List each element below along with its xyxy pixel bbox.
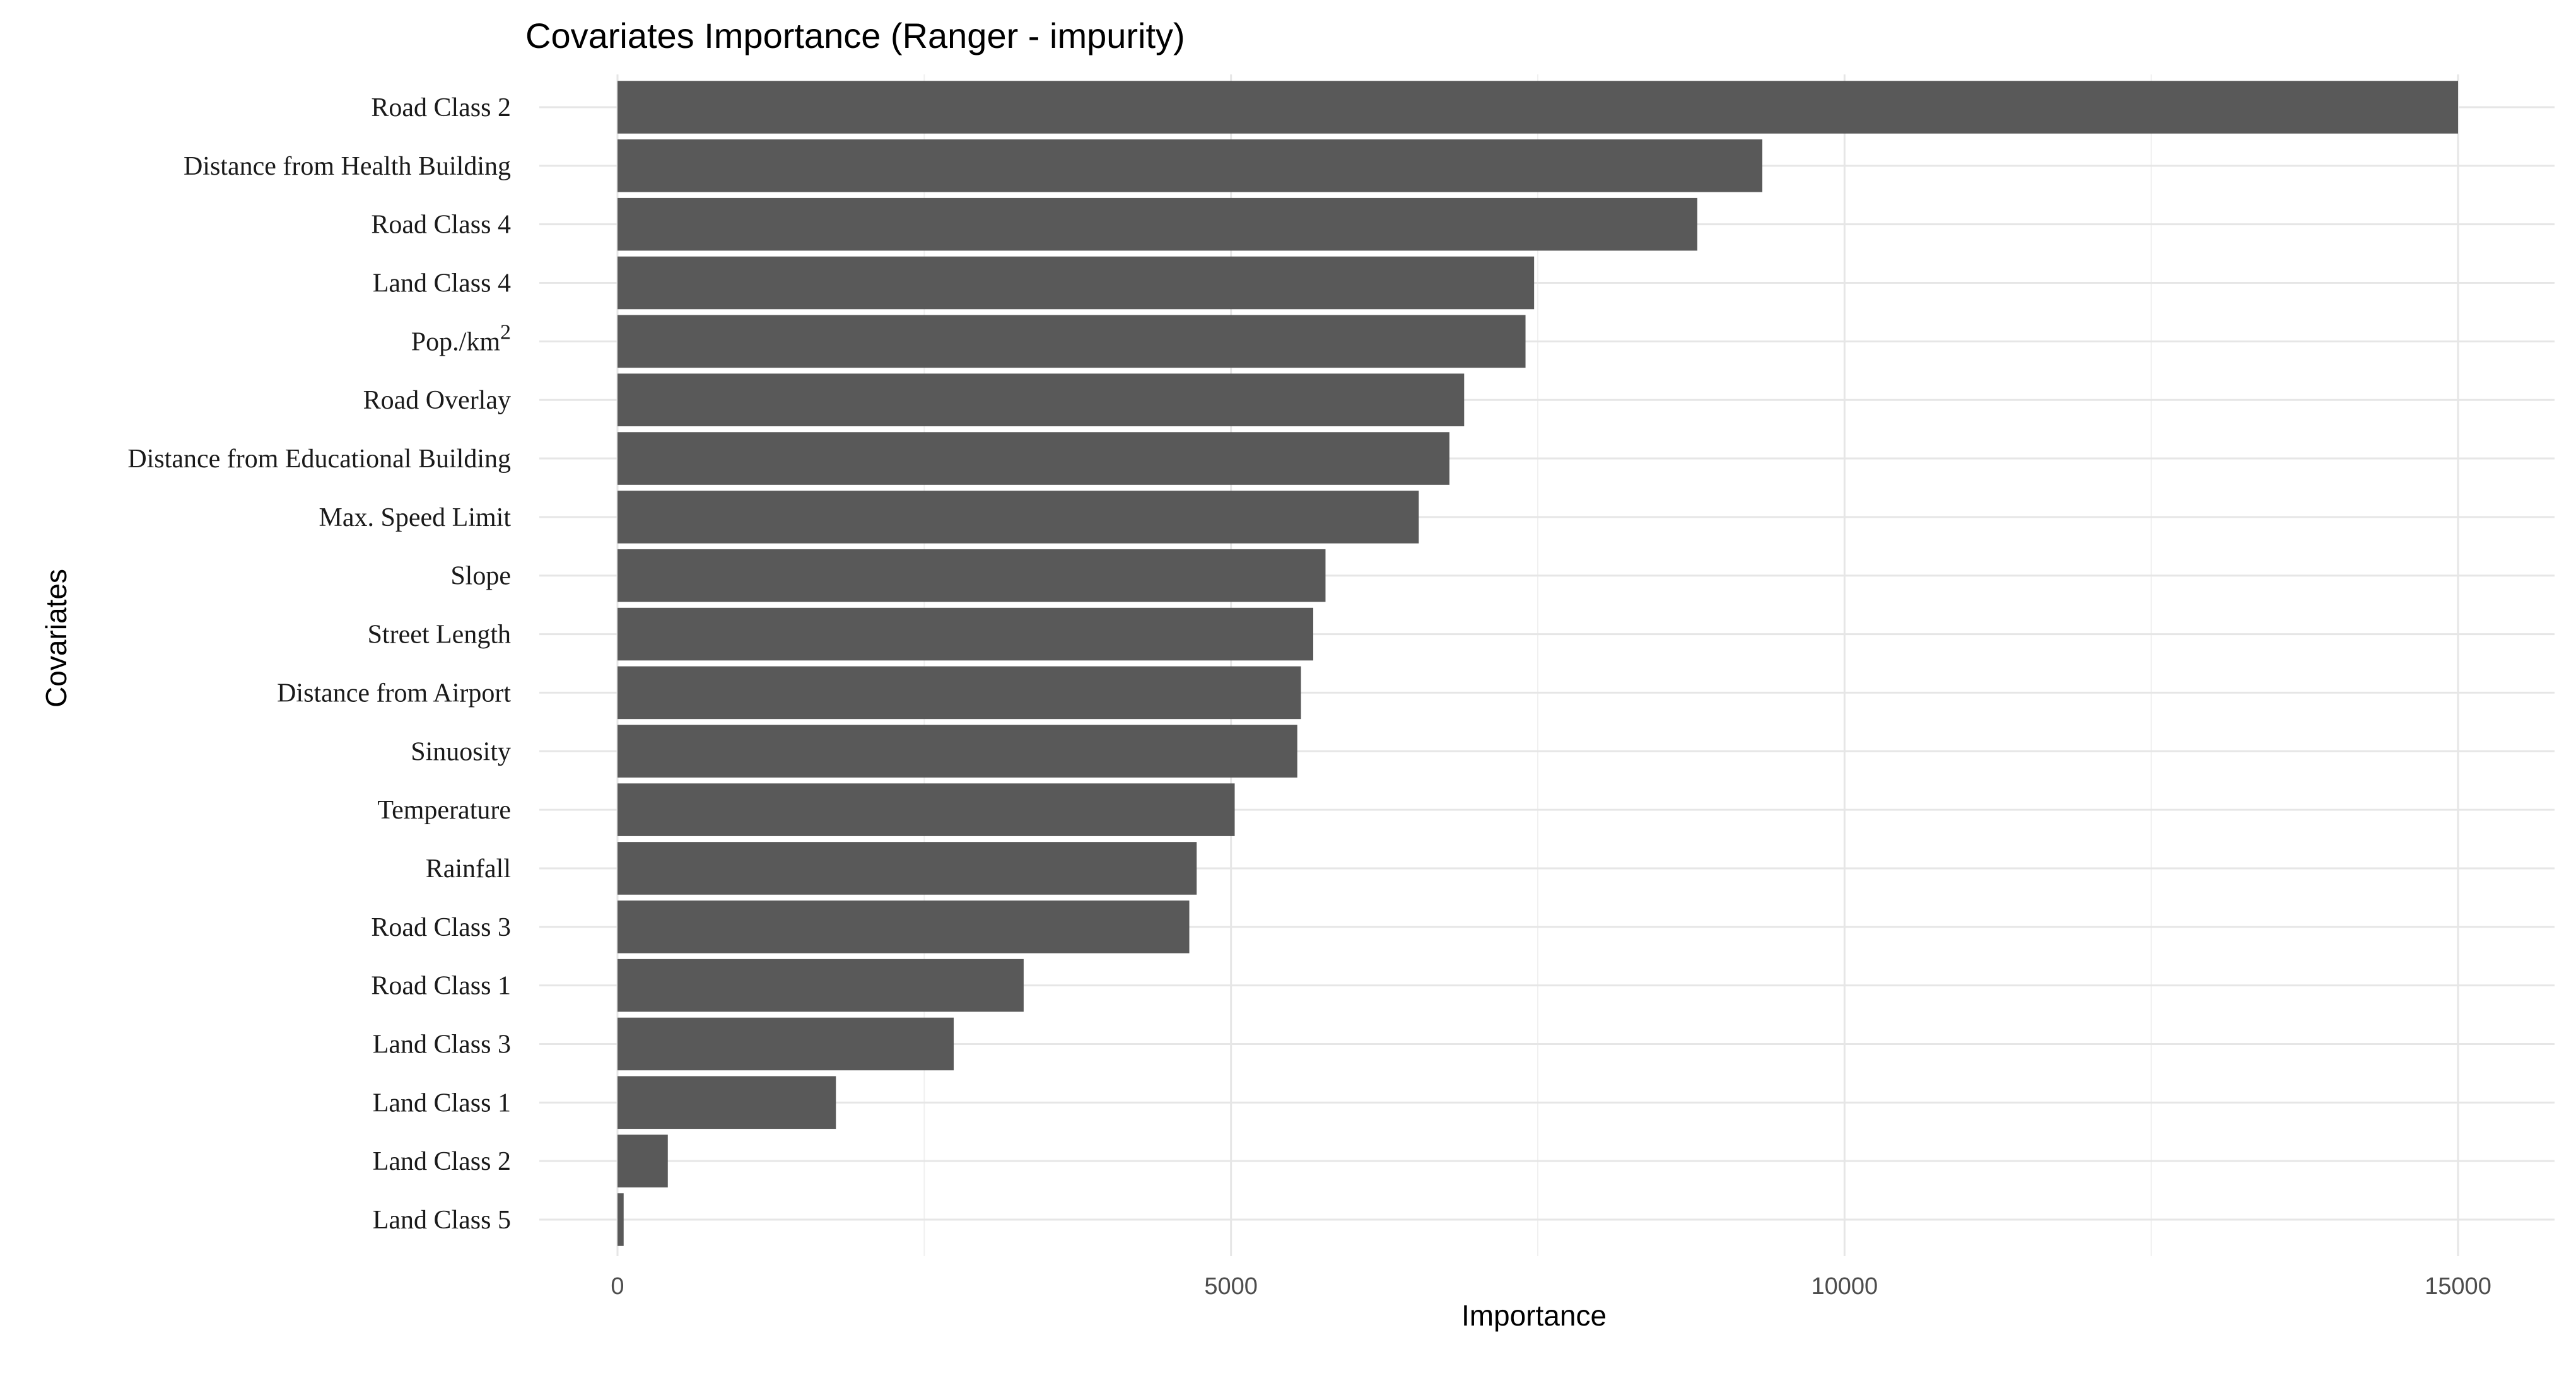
y-tick-label: Slope	[450, 562, 511, 591]
y-tick-label: Land Class 4	[373, 269, 511, 298]
bar	[618, 725, 1297, 778]
y-tick-label: Sinuosity	[411, 737, 511, 766]
y-tick-label: Road Class 2	[371, 93, 511, 122]
y-tick-label: Street Length	[368, 621, 511, 650]
bar	[618, 666, 1301, 720]
chart-title: Covariates Importance (Ranger - impurity…	[525, 16, 1185, 55]
bar	[618, 432, 1449, 485]
bar	[618, 256, 1535, 310]
y-tick-label: Land Class 3	[373, 1030, 511, 1059]
bar	[618, 607, 1314, 661]
x-tick-label: 15000	[2425, 1273, 2491, 1300]
bars	[618, 81, 2458, 1246]
bar	[618, 1134, 668, 1187]
bar	[618, 491, 1419, 544]
bar	[618, 315, 1526, 368]
bar	[618, 139, 1762, 192]
y-tick-label: Road Class 1	[371, 972, 511, 1001]
bar	[618, 901, 1190, 953]
y-tick-labels: Road Class 2 Distance from Health Buildin…	[127, 93, 511, 1235]
y-tick-label: Temperature	[377, 796, 511, 825]
y-axis-title: Covariates	[40, 569, 73, 708]
x-tick-labels: 0 5000 10000 15000	[611, 1273, 2491, 1300]
bar	[618, 549, 1326, 602]
y-tick-label: Distance from Health Building	[184, 152, 511, 181]
y-tick-label: Distance from Airport	[277, 679, 511, 708]
x-tick-label: 10000	[1811, 1273, 1878, 1300]
y-tick-label: Road Class 4	[371, 211, 511, 240]
bar	[618, 81, 2458, 134]
bar	[618, 1193, 624, 1246]
bar	[618, 842, 1197, 895]
bar	[618, 1076, 836, 1129]
bar	[618, 197, 1697, 251]
x-tick-label: 0	[611, 1273, 624, 1300]
y-tick-label: Road Overlay	[363, 386, 511, 415]
y-tick-label: Rainfall	[426, 854, 511, 883]
x-tick-label: 5000	[1204, 1273, 1258, 1300]
bar	[618, 1017, 954, 1071]
bar	[618, 959, 1024, 1012]
gridlines	[539, 74, 2555, 1256]
y-tick-label: Land Class 2	[373, 1147, 511, 1176]
bar	[618, 783, 1235, 836]
y-tick-label: Max. Speed Limit	[319, 503, 512, 532]
y-tick-label: Pop./km2	[411, 320, 511, 356]
bar	[618, 373, 1465, 426]
y-tick-label: Road Class 3	[371, 913, 511, 942]
y-tick-label: Land Class 1	[373, 1088, 511, 1117]
x-axis-title: Importance	[1461, 1299, 1607, 1332]
y-tick-label: Land Class 5	[373, 1206, 511, 1235]
y-tick-label: Distance from Educational Building	[127, 445, 511, 474]
